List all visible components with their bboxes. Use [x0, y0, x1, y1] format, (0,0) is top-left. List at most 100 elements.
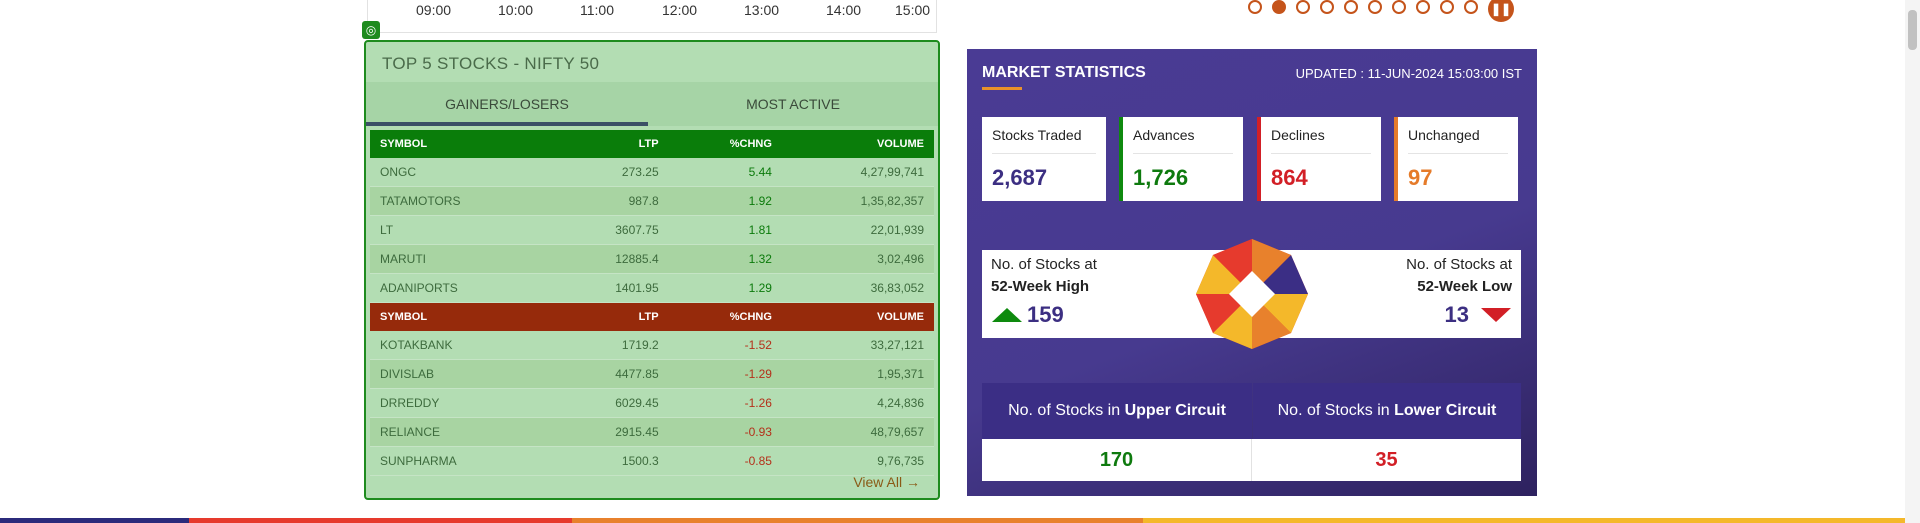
carousel-dot-active[interactable]	[1272, 0, 1286, 14]
carousel-dot[interactable]	[1296, 0, 1310, 14]
ltp-cell: 4477.85	[553, 359, 669, 389]
market-statistics-title: MARKET STATISTICS	[982, 64, 1146, 81]
target-icon[interactable]: ◎	[362, 21, 380, 39]
symbol-cell[interactable]: KOTAKBANK	[370, 331, 554, 360]
change-cell: 1.29	[668, 273, 782, 303]
ltp-cell: 1719.2	[553, 331, 669, 360]
tile-label: Advances	[1133, 127, 1195, 143]
change-cell: -0.85	[668, 446, 782, 476]
carousel-dot[interactable]	[1392, 0, 1406, 14]
table-row[interactable]: SUNPHARMA 1500.3 -0.85 9,76,735	[370, 446, 934, 476]
divider	[1133, 153, 1233, 154]
table-row[interactable]: DIVISLAB 4477.85 -1.29 1,95,371	[370, 359, 934, 389]
footer-color-bar	[0, 518, 189, 523]
circuit-label: Lower Circuit	[1394, 402, 1497, 419]
column-header: %CHNG	[729, 138, 772, 150]
losers-header-row: SYMBOL LTP %CHNG VOLUME	[370, 302, 934, 331]
nse-logo-icon	[1196, 239, 1308, 349]
volume-cell: 1,95,371	[781, 359, 934, 389]
carousel-dot[interactable]	[1320, 0, 1334, 14]
footer-color-bar	[572, 518, 1143, 523]
symbol-cell[interactable]: DRREDDY	[370, 388, 554, 418]
tile-value: 97	[1408, 165, 1433, 190]
table-row[interactable]: DRREDDY 6029.45 -1.26 4,24,836	[370, 388, 934, 418]
change-cell: -1.52	[668, 331, 782, 360]
change-cell: 1.32	[668, 244, 782, 274]
circuit-prefix: No. of Stocks in	[1277, 402, 1395, 419]
ltp-cell: 2915.45	[553, 417, 669, 447]
symbol-cell[interactable]: DIVISLAB	[370, 359, 554, 389]
table-row[interactable]: MARUTI 12885.4 1.32 3,02,496	[370, 244, 934, 274]
change-cell: -1.26	[668, 388, 782, 418]
lower-circuit-header: No. of Stocks in Lower Circuit	[1253, 383, 1521, 439]
tile-label: Unchanged	[1408, 127, 1480, 143]
down-triangle-icon	[1481, 308, 1511, 322]
tile-label: Declines	[1271, 127, 1325, 143]
column-header: %CHNG	[729, 311, 772, 323]
view-all-link[interactable]: View All →	[853, 474, 920, 490]
symbol-cell[interactable]: ONGC	[370, 158, 554, 187]
change-cell: 1.92	[668, 186, 782, 216]
carousel-dot[interactable]	[1416, 0, 1430, 14]
tab-gainers-losers[interactable]: GAINERS/LOSERS	[445, 96, 569, 112]
symbol-cell[interactable]: ADANIPORTS	[370, 273, 554, 303]
symbol-cell[interactable]: MARUTI	[370, 244, 554, 274]
carousel-dot[interactable]	[1248, 0, 1262, 14]
change-cell: -0.93	[668, 417, 782, 447]
divider	[1408, 153, 1508, 154]
pause-icon[interactable]: ❚❚	[1488, 0, 1514, 22]
carousel-dot[interactable]	[1368, 0, 1382, 14]
column-header: LTP	[638, 311, 659, 323]
carousel-dot[interactable]	[1440, 0, 1454, 14]
table-row[interactable]: ADANIPORTS 1401.95 1.29 36,83,052	[370, 273, 934, 303]
table-row[interactable]: LT 3607.75 1.81 22,01,939	[370, 215, 934, 245]
column-header: VOLUME	[876, 311, 924, 323]
time-tick: 13:00	[744, 2, 780, 18]
column-header: VOLUME	[876, 138, 924, 150]
tab-most-active[interactable]: MOST ACTIVE	[746, 96, 840, 112]
volume-cell: 4,27,99,741	[781, 158, 934, 187]
upper-circuit-header: No. of Stocks in Upper Circuit	[982, 383, 1252, 439]
52-week-band: No. of Stocks at 52-Week High 159 No. of…	[982, 239, 1521, 349]
updated-timestamp: UPDATED : 11-JUN-2024 15:03:00 IST	[1295, 66, 1522, 81]
footer-color-bar	[1143, 518, 1905, 523]
column-header: SYMBOL	[380, 138, 428, 150]
symbol-cell[interactable]: LT	[370, 215, 554, 245]
volume-cell: 1,35,82,357	[781, 186, 934, 216]
ltp-cell: 987.8	[553, 186, 669, 216]
ltp-cell: 6029.45	[553, 388, 669, 418]
volume-cell: 36,83,052	[781, 273, 934, 303]
table-row[interactable]: KOTAKBANK 1719.2 -1.52 33,27,121	[370, 331, 934, 360]
ltp-cell: 1401.95	[553, 273, 669, 303]
stocks-traded-tile: Stocks Traded 2,687	[982, 117, 1106, 201]
table-row[interactable]: RELIANCE 2915.45 -0.93 48,79,657	[370, 417, 934, 447]
market-statistics-card: MARKET STATISTICS UPDATED : 11-JUN-2024 …	[967, 49, 1537, 496]
ltp-cell: 273.25	[553, 158, 669, 187]
table-row[interactable]: ONGC 273.25 5.44 4,27,99,741	[370, 158, 934, 187]
symbol-cell[interactable]: TATAMOTORS	[370, 186, 554, 216]
carousel-dot[interactable]	[1344, 0, 1358, 14]
label-line: No. of Stocks at	[1406, 256, 1512, 273]
divider	[1271, 153, 1371, 154]
time-tick: 11:00	[580, 2, 614, 18]
change-cell: -1.29	[668, 359, 782, 389]
tile-value: 1,726	[1133, 165, 1189, 190]
52-week-high-value: 159	[1027, 302, 1064, 327]
scrollbar-thumb[interactable]	[1908, 10, 1917, 50]
volume-cell: 48,79,657	[781, 417, 934, 447]
top-stocks-table: SYMBOL LTP %CHNG VOLUME ONGC 273.25 5.44…	[370, 130, 934, 476]
tile-label: Stocks Traded	[992, 127, 1082, 143]
time-tick: 10:00	[498, 2, 534, 18]
table-row[interactable]: TATAMOTORS 987.8 1.92 1,35,82,357	[370, 186, 934, 216]
volume-cell: 3,02,496	[781, 244, 934, 274]
time-tick: 15:00	[895, 2, 931, 18]
symbol-cell[interactable]: RELIANCE	[370, 417, 554, 447]
volume-cell: 33,27,121	[781, 331, 934, 360]
carousel-dot[interactable]	[1464, 0, 1478, 14]
upper-circuit-value: 170	[982, 439, 1252, 481]
vertical-scrollbar[interactable]	[1905, 0, 1920, 523]
symbol-cell[interactable]: SUNPHARMA	[370, 446, 554, 476]
label-line: 52-Week High	[991, 278, 1090, 295]
footer-color-bar	[189, 518, 572, 523]
column-header: LTP	[638, 138, 659, 150]
